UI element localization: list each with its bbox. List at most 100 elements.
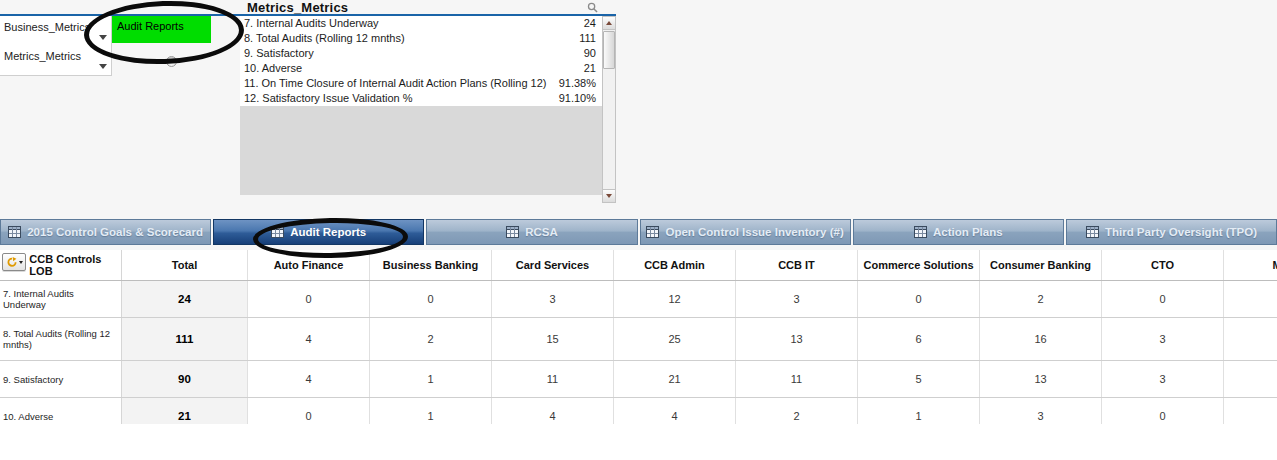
value-cell: 2 xyxy=(370,318,492,360)
metric-label: 8. Total Audits (Rolling 12 mnths) xyxy=(244,31,405,46)
table-row: 10. Adverse2101442130 xyxy=(0,398,1277,424)
selector-item-2[interactable]: Metrics_Metrics xyxy=(0,45,111,74)
metric-value: 24 xyxy=(584,16,596,31)
value-cell: 1 xyxy=(370,398,492,424)
row-label: 8. Total Audits (Rolling 12 mnths) xyxy=(0,318,122,360)
metric-value: 90 xyxy=(584,46,596,61)
selector-item-label: Metrics_Metrics xyxy=(4,50,81,62)
value-cell: 3 xyxy=(492,281,614,317)
tab-third-party-oversight-tpo[interactable]: Third Party Oversight (TPO) xyxy=(1066,219,1277,245)
value-cell: 4 xyxy=(492,398,614,424)
tab-2015-control-goals-scorecard[interactable]: 2015 Control Goals & Scorecard xyxy=(0,219,211,245)
report-icon xyxy=(506,226,519,238)
value-cell: 21 xyxy=(614,361,736,397)
metrics-list-empty-area xyxy=(240,106,602,195)
column-header-ccb-it: CCB IT xyxy=(736,250,858,280)
total-cell: 21 xyxy=(122,398,248,424)
column-header-cto: CTO xyxy=(1102,250,1224,280)
row-label: 10. Adverse xyxy=(0,398,122,424)
tab-action-plans[interactable]: Action Plans xyxy=(853,219,1064,245)
column-header-commerce-solutions: Commerce Solutions xyxy=(858,250,980,280)
value-cell: 4 xyxy=(614,398,736,424)
column-header-mort: Mort xyxy=(1224,250,1277,280)
chevron-down-icon[interactable] xyxy=(99,64,107,69)
column-header-auto-finance: Auto Finance xyxy=(248,250,370,280)
total-cell: 111 xyxy=(122,318,248,360)
search-icon[interactable] xyxy=(587,2,598,13)
lob-table: CCB Controls LOB TotalAuto FinanceBusine… xyxy=(0,250,1277,460)
tab-label: Open Control Issue Inventory (#) xyxy=(665,226,843,238)
report-icon xyxy=(646,226,659,238)
metric-value: 111 xyxy=(579,31,596,46)
metrics-list-item[interactable]: 10. Adverse21 xyxy=(240,61,602,76)
total-cell: 24 xyxy=(122,281,248,317)
metrics-panel: Metrics_Metrics 7. Internal Audits Under… xyxy=(240,0,616,204)
value-cell: 0 xyxy=(858,281,980,317)
metrics-panel-title: Metrics_Metrics xyxy=(247,0,348,14)
table-corner-label: CCB Controls LOB xyxy=(29,253,121,277)
metric-label: 11. On Time Closure of Internal Audit Ac… xyxy=(244,76,546,91)
value-cell: 0 xyxy=(370,281,492,317)
tab-rcsa[interactable]: RCSA xyxy=(426,219,637,245)
scrollbar-track[interactable] xyxy=(603,30,615,189)
value-cell: 6 xyxy=(858,318,980,360)
tab-label: 2015 Control Goals & Scorecard xyxy=(27,226,203,238)
column-header-total: Total xyxy=(122,250,248,280)
value-cell: 25 xyxy=(614,318,736,360)
selector-item-1[interactable]: Business_Metrics xyxy=(0,16,111,45)
value-cell: 4 xyxy=(248,361,370,397)
value-cell: 1 xyxy=(370,361,492,397)
metric-label: 9. Satisfactory xyxy=(244,46,314,61)
value-cell xyxy=(1224,361,1277,397)
column-header-ccb-admin: CCB Admin xyxy=(614,250,736,280)
tab-label: Action Plans xyxy=(933,226,1003,238)
metrics-list-item[interactable]: 7. Internal Audits Underway24 xyxy=(240,16,602,31)
table-corner-cell: CCB Controls LOB xyxy=(0,250,122,280)
value-cell: 2 xyxy=(980,281,1102,317)
radio-button[interactable] xyxy=(166,56,177,67)
metrics-list-item[interactable]: 11. On Time Closure of Internal Audit Ac… xyxy=(240,76,602,91)
lob-table-clip: CCB Controls LOB TotalAuto FinanceBusine… xyxy=(0,250,1277,424)
value-cell: 11 xyxy=(492,361,614,397)
tab-label: Audit Reports xyxy=(290,226,366,238)
row-label: 7. Internal Audits Underway xyxy=(0,281,122,317)
report-icon xyxy=(8,226,21,238)
metrics-scrollbar[interactable] xyxy=(602,16,616,203)
metrics-list-item[interactable]: 9. Satisfactory 90 xyxy=(240,46,602,61)
value-cell: 13 xyxy=(980,361,1102,397)
value-cell: 3 xyxy=(980,398,1102,424)
table-body: 7. Internal Audits Underway240031230208.… xyxy=(0,281,1277,424)
chevron-down-icon[interactable] xyxy=(99,35,107,40)
scroll-up-icon xyxy=(606,21,612,25)
metrics-list-item[interactable]: 12. Satisfactory Issue Validation %91.10… xyxy=(240,91,602,106)
metrics-list-item[interactable]: 8. Total Audits (Rolling 12 mnths) 111 xyxy=(240,31,602,46)
value-cell: 0 xyxy=(1102,281,1224,317)
scroll-up-button[interactable] xyxy=(603,17,615,30)
scrollbar-thumb[interactable] xyxy=(603,31,615,69)
report-icon xyxy=(271,226,284,238)
dropdown-caret-icon xyxy=(19,261,23,264)
value-cell: 5 xyxy=(858,361,980,397)
refresh-icon xyxy=(6,257,18,268)
report-icon xyxy=(914,226,927,238)
total-cell: 90 xyxy=(122,361,248,397)
scroll-down-button[interactable] xyxy=(603,189,615,202)
value-cell: 16 xyxy=(980,318,1102,360)
value-cell: 0 xyxy=(248,281,370,317)
metric-value: 21 xyxy=(584,61,596,76)
metric-group-selector: Business_Metrics Metrics_Metrics xyxy=(0,16,112,76)
metric-label: 12. Satisfactory Issue Validation % xyxy=(244,91,413,106)
column-header-business-banking: Business Banking xyxy=(370,250,492,280)
swap-axes-button[interactable] xyxy=(2,253,26,271)
value-cell: 11 xyxy=(736,361,858,397)
value-cell: 15 xyxy=(492,318,614,360)
tab-label: Third Party Oversight (TPO) xyxy=(1105,226,1257,238)
table-row: 7. Internal Audits Underway24003123020 xyxy=(0,281,1277,318)
tab-open-control-issue-inventory[interactable]: Open Control Issue Inventory (#) xyxy=(640,219,851,245)
value-cell: 0 xyxy=(1102,398,1224,424)
tab-audit-reports[interactable]: Audit Reports xyxy=(213,219,424,245)
table-row: 9. Satisfactory90411121115133 xyxy=(0,361,1277,398)
selected-report-cell[interactable]: Audit Reports xyxy=(112,16,211,43)
metrics-list: 7. Internal Audits Underway248. Total Au… xyxy=(240,16,602,106)
metric-value: 91.38% xyxy=(559,76,596,91)
